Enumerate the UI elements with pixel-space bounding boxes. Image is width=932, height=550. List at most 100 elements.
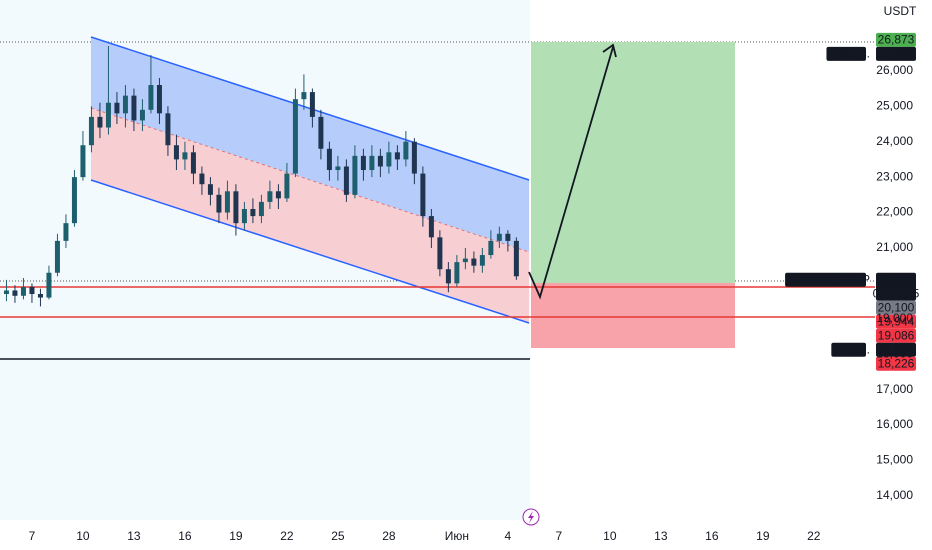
candle-body xyxy=(97,116,103,128)
price-label: 18,226 xyxy=(878,356,915,370)
candle-body xyxy=(454,262,460,284)
y-tick-label: 15,000 xyxy=(876,453,913,467)
candle-body xyxy=(3,290,9,295)
candle-body xyxy=(224,191,230,213)
y-tick-label: 18,000 xyxy=(876,346,913,360)
channel-mid xyxy=(90,107,530,253)
price-label-box xyxy=(876,356,916,371)
candle-body xyxy=(462,258,468,263)
candle-body xyxy=(343,166,349,195)
candle-body xyxy=(377,155,383,167)
candle-body xyxy=(445,269,451,284)
x-tick-label: 10 xyxy=(603,529,617,543)
channel-upper xyxy=(91,37,529,252)
x-tick-label: Июн xyxy=(445,529,469,543)
candle-body xyxy=(148,85,154,110)
candle-body xyxy=(190,152,196,174)
candle-body xyxy=(29,286,35,295)
y-tick-label: 24,000 xyxy=(876,134,913,148)
candle-body xyxy=(37,294,43,298)
candle-body xyxy=(63,223,69,241)
arrow-head xyxy=(602,43,617,58)
countdown: 01:00:25 xyxy=(873,286,920,300)
candle-body xyxy=(369,155,375,171)
candle-body xyxy=(505,233,511,241)
candle-body xyxy=(394,152,400,160)
candle-body xyxy=(309,92,315,117)
target-zone xyxy=(531,42,735,283)
candle-body xyxy=(139,109,145,121)
candle-body xyxy=(513,240,519,277)
candle-body xyxy=(275,191,281,199)
candle-body xyxy=(46,272,52,298)
price-label: 26,873 xyxy=(878,33,915,47)
candle-body xyxy=(386,152,392,167)
candle-body xyxy=(173,145,179,160)
candle-body xyxy=(471,258,477,266)
candle-body xyxy=(292,99,298,174)
candle-body xyxy=(182,152,188,160)
candle-body xyxy=(20,286,26,296)
candle-body xyxy=(216,194,222,213)
y-tick-label: 23,000 xyxy=(876,169,913,183)
x-tick-label: 16 xyxy=(178,529,192,543)
candle-body xyxy=(496,233,502,241)
stop-zone xyxy=(531,283,735,348)
candle-body xyxy=(437,237,443,270)
y-tick-label: 16,000 xyxy=(876,417,913,431)
forecast-arrow xyxy=(528,46,614,300)
x-tick-label: 4 xyxy=(505,529,512,543)
price-label-box xyxy=(876,46,916,61)
candle-body xyxy=(360,155,366,171)
candle-body xyxy=(199,173,205,185)
price-label-tag-box xyxy=(785,272,866,287)
channel-lower xyxy=(91,108,529,323)
price-label-box xyxy=(876,272,916,301)
candle-body xyxy=(428,216,434,238)
y-tick-label: 17,000 xyxy=(876,382,913,396)
candle-body xyxy=(352,155,358,195)
candle-body xyxy=(479,255,485,266)
candle-body xyxy=(267,191,273,202)
x-tick-label: 19 xyxy=(229,529,243,543)
candle-body xyxy=(54,240,60,273)
x-tick-label: 28 xyxy=(382,529,396,543)
candle-body xyxy=(420,173,426,217)
x-tick-label: 22 xyxy=(807,529,821,543)
y-tick-label: 21,000 xyxy=(876,240,913,254)
x-tick-label: 25 xyxy=(331,529,345,543)
candle-body xyxy=(207,184,213,195)
y-tick-label: 20,000 xyxy=(876,276,913,290)
price-label: 20,104 xyxy=(878,272,915,286)
candle-body xyxy=(131,95,137,121)
candle-body xyxy=(411,141,417,174)
x-tick-label: 22 xyxy=(280,529,294,543)
x-tick-label: 16 xyxy=(705,529,719,543)
x-tick-label: 7 xyxy=(556,529,563,543)
price-label: 19,944 xyxy=(878,314,915,328)
price-label-box xyxy=(876,342,916,357)
price-label-tag-box xyxy=(831,342,866,357)
candles xyxy=(3,46,519,307)
candle-body xyxy=(301,92,307,100)
price-label-box xyxy=(876,300,916,315)
x-tick-label: 7 xyxy=(29,529,36,543)
price-label: 20,100 xyxy=(878,300,915,314)
candle-body xyxy=(326,148,332,171)
candle-body xyxy=(335,166,341,171)
price-label-tag: Мин. xyxy=(843,342,870,356)
candle-body xyxy=(318,116,324,149)
x-tick-label: 13 xyxy=(127,529,141,543)
candle-body xyxy=(250,208,256,217)
x-tick-label: 19 xyxy=(756,529,770,543)
event-bolt xyxy=(528,511,534,523)
candle-body xyxy=(122,95,128,114)
price-label: 19,064 xyxy=(878,342,915,356)
channel-bottom xyxy=(90,179,530,324)
candle-body xyxy=(241,208,247,224)
price-label: 19,086 xyxy=(878,328,915,342)
candle-body xyxy=(403,141,409,160)
y-tick-label: 19,000 xyxy=(876,311,913,325)
